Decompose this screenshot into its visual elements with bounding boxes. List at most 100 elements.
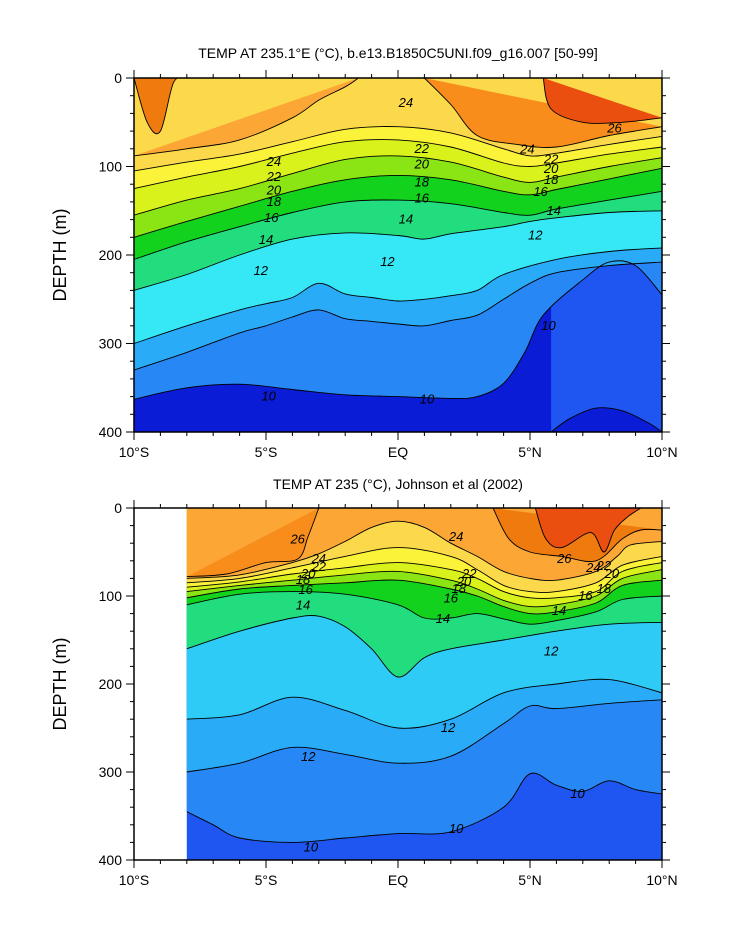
- bottom-isotherm-22: [186, 547, 662, 593]
- top-contour-label-20: 14: [399, 212, 413, 227]
- bottom-chart-title: TEMP AT 235 (°C), Johnson et al (2002): [273, 476, 523, 492]
- bottom-contour-label-8: 22: [461, 566, 477, 581]
- top-x-tick-label: 10°S: [119, 444, 150, 460]
- top-axes: 10°S 5°S EQ 5°N 10°N 0 100 200 300 400: [99, 70, 678, 460]
- bottom-axes: 10°S 5°S EQ 5°N 10°N 0 100 200 300 400: [99, 500, 678, 888]
- bottom-contour-panel: TEMP AT 235 (°C), Johnson et al (2002) D…: [50, 476, 678, 888]
- bottom-contour-label-23: 10: [570, 786, 585, 801]
- bottom-contour-label-14: 24: [585, 560, 600, 575]
- bottom-contour-label-10: 18: [451, 581, 466, 596]
- top-contour-label-1: 26: [606, 120, 622, 135]
- bottom-contour-label-15: 22: [596, 558, 612, 573]
- bottom-contour-label-18: 16: [578, 588, 593, 603]
- bottom-contour-label-3: 20: [300, 566, 316, 581]
- top-contour-label-9: 24: [266, 154, 281, 169]
- top-y-tick-label: 400: [99, 424, 123, 440]
- top-contour-label-7: 14: [547, 203, 561, 218]
- bottom-contour-label-16: 20: [604, 566, 620, 581]
- top-isotherm-26: [134, 78, 187, 135]
- top-contour-label-10: 22: [266, 169, 282, 184]
- top-contour-label-19: 16: [415, 190, 430, 205]
- bottom-contour-label-7: 24: [448, 529, 463, 544]
- top-contour-label-21: 12: [380, 254, 395, 269]
- bottom-x-tick-label: 5°N: [518, 872, 542, 888]
- bottom-isotherm-16: [186, 579, 662, 615]
- bottom-y-tick-label: 100: [99, 588, 123, 604]
- top-isotherm-14: [134, 190, 662, 260]
- bottom-band-27: [535, 508, 641, 553]
- bottom-band-26: [186, 508, 319, 577]
- top-contour-label-6: 16: [533, 184, 548, 199]
- top-contour-label-13: 16: [264, 210, 279, 225]
- top-contour-label-0: 24: [398, 95, 413, 110]
- bottom-x-tick-label: 10°S: [119, 872, 150, 888]
- top-contour-label-15: 12: [253, 263, 268, 278]
- top-chart-title: TEMP AT 235.1°E (°C), b.e13.B1850C5UNI.f…: [198, 45, 598, 61]
- bottom-contour-label-4: 18: [296, 572, 311, 587]
- bottom-contour-label-1: 24: [311, 551, 326, 566]
- bottom-contour-label-24: 10: [449, 821, 464, 836]
- top-isotherm-10: [134, 260, 662, 400]
- bottom-contour-label-11: 16: [444, 591, 459, 606]
- bottom-y-tick-label: 300: [99, 764, 123, 780]
- top-contour-label-18: 18: [415, 174, 430, 189]
- bottom-contour-label-2: 22: [311, 559, 327, 574]
- top-isotherm-11: [134, 247, 662, 344]
- top-contour-label-2: 24: [519, 142, 534, 157]
- bottom-contour-labels: 2624222018161424222018161426242220181614…: [289, 529, 619, 855]
- bottom-isotherm-11: [186, 699, 662, 773]
- top-isotherm-12: [134, 210, 662, 291]
- top-contour-label-3: 22: [543, 151, 559, 166]
- bottom-isotherm-18: [186, 569, 662, 608]
- top-contour-label-24: 10: [420, 391, 435, 406]
- top-x-tick-label: 5°N: [518, 444, 542, 460]
- bottom-contour-label-12: 14: [436, 611, 450, 626]
- bottom-contour-label-22: 12: [301, 749, 316, 764]
- bottom-y-tick-label: 400: [99, 852, 123, 868]
- bottom-contour-lines: [186, 508, 662, 843]
- bottom-isotherm-26: [492, 508, 662, 562]
- top-y-tick-label: 0: [114, 70, 122, 86]
- bottom-isotherm-14: [186, 591, 662, 625]
- bottom-x-tick-label: 10°N: [646, 872, 677, 888]
- bottom-isotherm-24: [186, 520, 662, 582]
- top-x-tick-label: EQ: [388, 444, 408, 460]
- bottom-contour-label-0: 26: [289, 532, 305, 547]
- top-contour-label-11: 20: [266, 182, 282, 197]
- top-isotherm-10.5: [134, 261, 662, 371]
- top-band-24: [134, 78, 359, 156]
- top-isotherm-26: [542, 78, 662, 124]
- bottom-contour-label-5: 16: [298, 582, 313, 597]
- top-band-26: [543, 78, 662, 124]
- bottom-y-tick-label: 200: [99, 676, 123, 692]
- top-contour-label-22: 10: [541, 318, 556, 333]
- bottom-x-tick-label: 5°S: [255, 872, 278, 888]
- top-contour-label-5: 18: [544, 172, 559, 187]
- top-contour-label-16: 22: [414, 141, 430, 156]
- bottom-y-axis-label: DEPTH (m): [50, 638, 70, 731]
- top-isotherm-24: [424, 78, 662, 148]
- top-isotherm-16: [134, 167, 662, 238]
- top-contour-panel: TEMP AT 235.1°E (°C), b.e13.B1850C5UNI.f…: [50, 45, 678, 460]
- bottom-isotherm-10: [186, 772, 662, 843]
- bottom-contour-label-6: 14: [296, 598, 310, 613]
- bottom-y-tick-label: 0: [114, 500, 122, 516]
- top-contour-lines: [134, 78, 662, 432]
- top-y-axis-label: DEPTH (m): [50, 209, 70, 302]
- top-y-tick-label: 100: [99, 159, 123, 175]
- bottom-isotherm-13: [186, 615, 662, 678]
- bottom-contour-label-19: 14: [552, 603, 566, 618]
- bottom-x-tick-label: EQ: [388, 872, 408, 888]
- bottom-isotherm-27: [534, 508, 642, 553]
- top-band-26: [134, 78, 187, 134]
- top-contour-labels: 2426242220181614122422201816141222201816…: [253, 95, 622, 406]
- top-isotherm-9: [550, 407, 662, 432]
- top-x-tick-label: 5°S: [255, 444, 278, 460]
- top-contour-label-17: 20: [414, 157, 430, 172]
- top-contour-label-23: 10: [261, 389, 276, 404]
- bottom-contour-label-13: 26: [556, 551, 572, 566]
- top-contour-label-8: 12: [528, 228, 543, 243]
- top-isotherm-18: [134, 155, 662, 216]
- top-color-bands: [134, 78, 662, 432]
